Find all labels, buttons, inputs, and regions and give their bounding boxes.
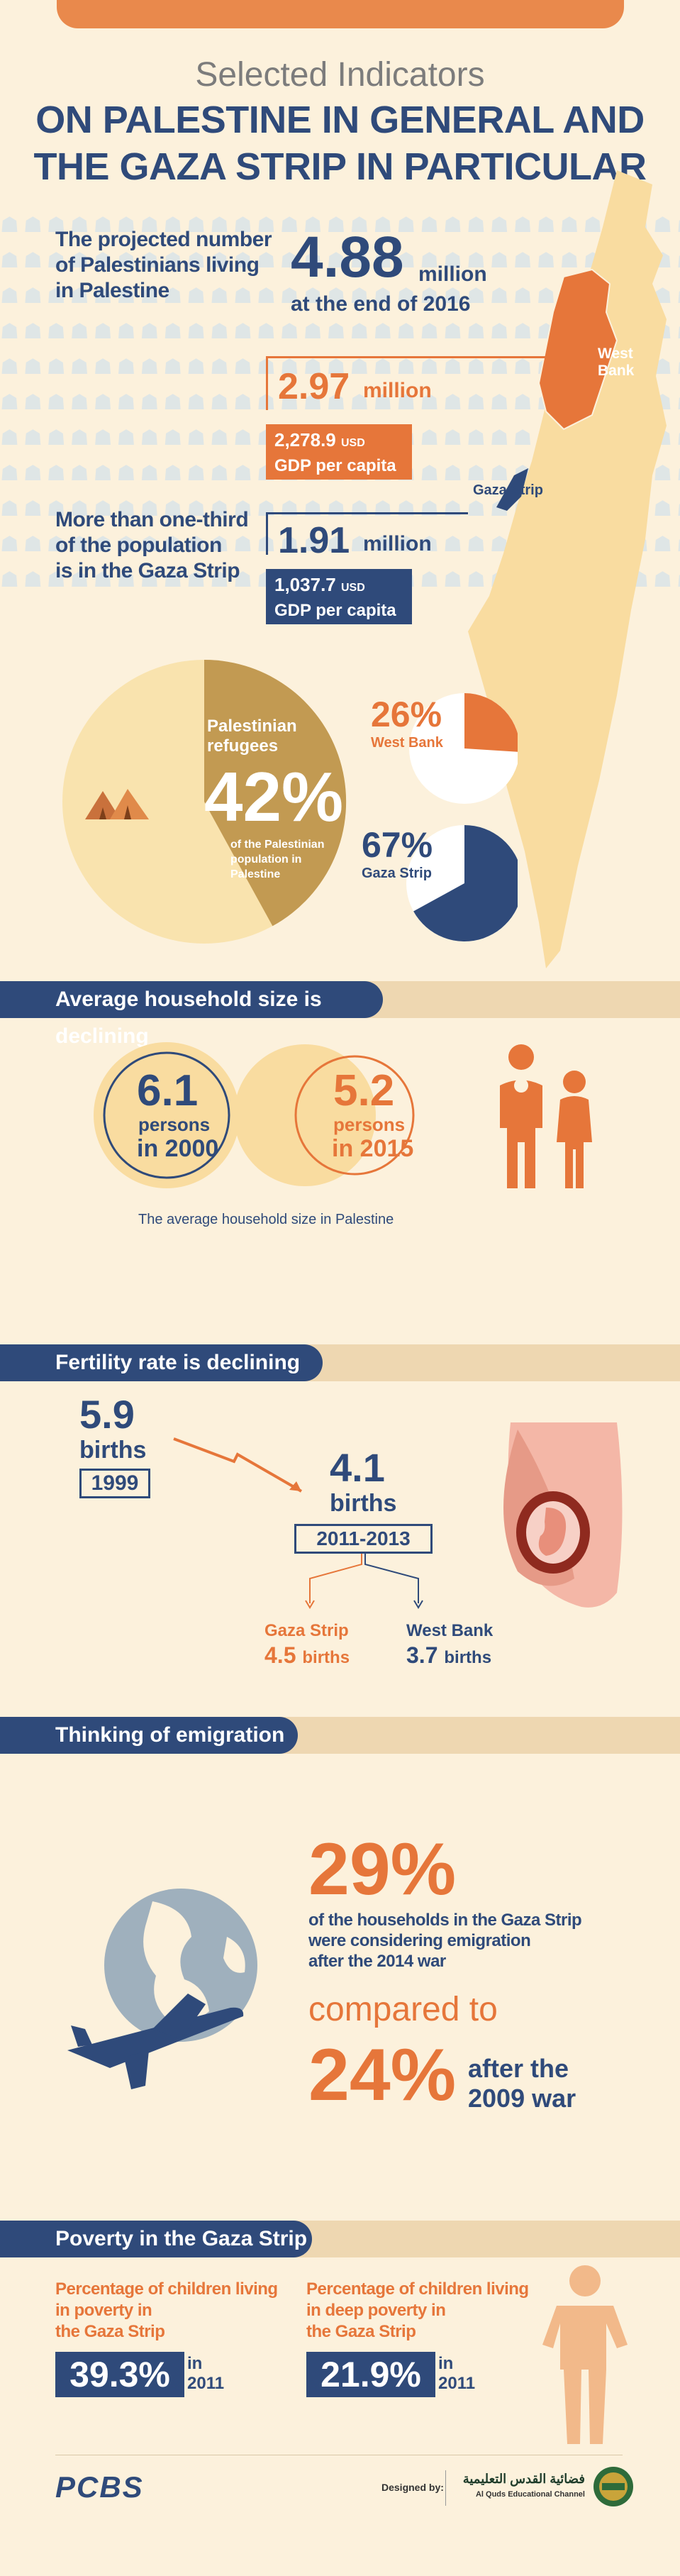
- west-bank-gdp-tag: 2,278.9 USD GDP per capita: [266, 424, 412, 480]
- household-2000-year: in 2000: [137, 1135, 219, 1162]
- fertility-westbank-value: 3.7 births: [406, 1642, 492, 1668]
- page-title-line-3: THE GAZA STRIP IN PARTICULAR: [33, 145, 647, 188]
- poverty-deep-year: in 2011: [438, 2354, 476, 2393]
- emigration-2009-percent: 24%: [308, 2034, 457, 2116]
- fertility-1999-year: 1999: [79, 1469, 150, 1498]
- child-icon: [542, 2265, 628, 2444]
- fertility-split-arrows: [305, 1554, 423, 1609]
- gaza-population-intro: More than one-third of the population is i…: [55, 508, 249, 582]
- population-total-unit: million: [418, 262, 487, 286]
- gaza-refugees-label: Gaza Strip: [362, 866, 432, 881]
- west-bank-refugees-percent: 26%: [371, 695, 442, 734]
- designed-by-label: Designed by:: [381, 2482, 444, 2493]
- fertility-2011-unit: births: [330, 1490, 397, 1517]
- west-bank-population-value: 2.97: [278, 366, 350, 407]
- west-bank-map-label: West Bank: [598, 346, 635, 379]
- population-total-value: 4.88: [291, 225, 404, 289]
- fertility-westbank-label: West Bank: [406, 1621, 494, 1640]
- plane-globe-icon: [67, 1889, 257, 2089]
- poverty-children-year: in 2011: [187, 2354, 225, 2393]
- fertility-section-header: Fertility rate is declining: [0, 1344, 680, 1381]
- fertility-heading: Fertility rate is declining: [0, 1344, 323, 1381]
- household-2015-unit: persons: [333, 1114, 406, 1135]
- channel-english-name: Al Quds Educational Channel: [475, 2490, 585, 2499]
- poverty-deep-value: 21.9%: [306, 2352, 435, 2397]
- fertility-1999-unit: births: [79, 1437, 147, 1464]
- poverty-deep-label: Percentage of children living in deep pov…: [306, 2279, 529, 2341]
- refugees-pie-chart: [62, 659, 347, 944]
- palestine-map-icon: [468, 170, 667, 968]
- emigration-compared: compared to: [308, 1991, 498, 2028]
- west-bank-refugees-slice: [464, 693, 518, 752]
- gaza-gdp-tag: 1,037.7 USD GDP per capita: [266, 569, 412, 624]
- gaza-refugees-pie: [406, 825, 518, 941]
- poverty-children-label: Percentage of children living in poverty …: [55, 2279, 278, 2341]
- refugees-label: Palestinian refugees: [207, 717, 297, 756]
- household-2015-value: 5.2: [333, 1066, 395, 1115]
- footer-separator: [445, 2470, 446, 2506]
- population-intro: The projected number of Palestinians livi…: [55, 228, 272, 302]
- fertility-gaza-value: 4.5 births: [264, 1642, 350, 1668]
- fertility-1999-value: 5.9: [79, 1392, 135, 1437]
- channel-logo-icon: [593, 2467, 633, 2506]
- pregnancy-icon: [503, 1422, 623, 1608]
- poverty-children-value: 39.3%: [55, 2352, 184, 2397]
- gaza-map-label: Gaza Strip: [473, 482, 543, 498]
- refugees-pie-slice: [204, 659, 347, 927]
- gaza-population-unit: million: [363, 532, 432, 555]
- emigration-2014-percent: 29%: [308, 1828, 457, 1911]
- emigration-after: after the 2009 war: [468, 2054, 576, 2113]
- household-2015-year: in 2015: [332, 1135, 414, 1162]
- page-title-line-1: Selected Indicators: [195, 56, 485, 94]
- emigration-heading: Thinking of emigration: [0, 1717, 298, 1754]
- channel-arabic-name: فضائية القدس التعليمية: [462, 2472, 585, 2486]
- fertility-2011-value: 4.1: [330, 1445, 385, 1490]
- gaza-connector: [266, 512, 468, 555]
- gaza-refugees-percent: 67%: [362, 825, 433, 865]
- gaza-refugees-slice: [413, 825, 518, 941]
- emigration-section-header: Thinking of emigration: [0, 1717, 680, 1754]
- west-bank-population-unit: million: [363, 379, 432, 402]
- west-bank-refugees-pie: [409, 693, 518, 804]
- household-section-header: Average household size is declining: [0, 981, 680, 1048]
- west-bank-connector: [266, 356, 589, 410]
- household-2000-unit: persons: [138, 1114, 211, 1135]
- household-2000-value: 6.1: [137, 1066, 199, 1115]
- household-circles: [94, 1042, 415, 1188]
- fertility-trend-arrow: [173, 1437, 303, 1493]
- population-total-note: at the end of 2016: [291, 292, 471, 316]
- refugees-percent: 42%: [204, 758, 344, 836]
- tents-icon: [82, 780, 152, 827]
- pcbs-logo: PCBS: [55, 2470, 144, 2504]
- refugees-description: of the Palestinian population in Palestine: [230, 839, 325, 880]
- fertility-gaza-label: Gaza Strip: [264, 1621, 349, 1640]
- household-heading: Average household size is declining: [0, 981, 383, 1048]
- family-icon: [500, 1044, 592, 1188]
- west-bank-refugees-label: West Bank: [371, 735, 443, 751]
- gaza-population-value: 1.91: [278, 520, 350, 561]
- fertility-2011-year: 2011-2013: [294, 1524, 433, 1554]
- household-caption: The average household size in Palestine: [138, 1212, 394, 1227]
- top-decorative-bar: [57, 0, 624, 28]
- emigration-description: of the households in the Gaza Strip were …: [308, 1911, 582, 1971]
- poverty-heading: Poverty in the Gaza Strip: [0, 2221, 312, 2257]
- page-title-line-2: ON PALESTINE IN GENERAL AND: [35, 99, 645, 141]
- poverty-section-header: Poverty in the Gaza Strip: [0, 2221, 680, 2257]
